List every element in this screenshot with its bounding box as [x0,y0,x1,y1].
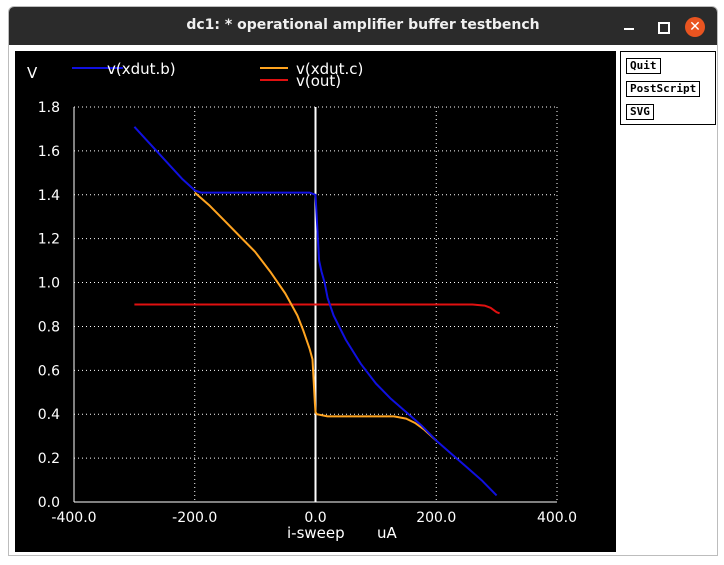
series-line-v-xdut-b [133,126,498,497]
maximize-icon [658,22,670,34]
y-tick-label: 0.0 [38,495,60,511]
window-title: dc1: * operational amplifier buffer test… [186,17,540,33]
y-tick-label: 1.8 [38,100,60,116]
y-tick-label: 1.6 [38,144,60,160]
legend-label: v(xdut.b) [107,60,176,78]
x-tick-label: 400.0 [537,510,577,526]
x-axis-label: i-sweep [287,524,345,542]
side-panel: Quit PostScript SVG [620,51,716,125]
x-tick-label: 200.0 [416,510,456,526]
x-axis-unit: uA [377,524,398,542]
legend-label: v(xdut.c) [296,60,363,78]
plot-area[interactable]: 0.0 0.2 0.4 0.6 0.8 1.0 1.2 1.4 1.6 1.8 -400.0 -200… [15,51,616,552]
maximize-button[interactable] [653,17,673,37]
legend-label: v(out) [296,72,341,90]
y-axis-label: V [27,64,38,82]
quit-button[interactable]: Quit [626,58,661,74]
series-line-v-xdut-c [194,191,437,442]
x-tick-label: -200.0 [172,510,217,526]
minimize-button[interactable] [619,17,639,37]
y-tick-label: 0.4 [38,407,60,423]
series-line-v-out [134,303,500,315]
close-button[interactable]: ✕ [685,17,705,37]
y-tick-label: 0.6 [38,363,60,379]
y-tick-label: 1.2 [38,232,60,248]
svg-button[interactable]: SVG [626,104,654,120]
y-tick-label: 1.0 [38,276,60,292]
y-tick-label: 0.2 [38,451,60,467]
close-icon: ✕ [689,19,701,35]
x-tick-label: 0.0 [304,510,326,526]
y-tick-label: 0.8 [38,319,60,335]
postscript-button[interactable]: PostScript [626,81,701,97]
app-window: dc1: * operational amplifier buffer test… [8,6,718,556]
x-tick-label: -400.0 [51,510,96,526]
title-bar[interactable]: dc1: * operational amplifier buffer test… [9,7,717,45]
minimize-icon [624,28,634,30]
chart-svg: 0.0 0.2 0.4 0.6 0.8 1.0 1.2 1.4 1.6 1.8 -400.0 -200… [27,60,577,542]
y-tick-label: 1.4 [38,188,60,204]
